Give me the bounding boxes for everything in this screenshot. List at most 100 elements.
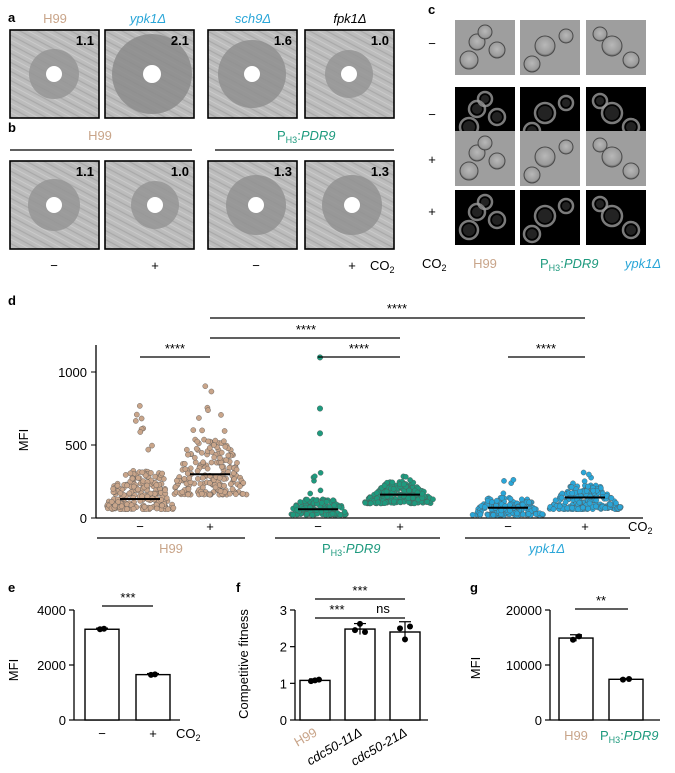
mfi-point: [613, 500, 619, 506]
plate-b1-ratio: 1.1: [76, 164, 94, 179]
mfi-point: [118, 503, 125, 510]
mfi-point: [202, 383, 209, 390]
mfi-point: [208, 459, 215, 466]
panel-g-yticks: 0 10000 20000: [506, 603, 550, 728]
mfi-point: [558, 494, 565, 501]
panel-g: g MFI 0 10000 20000 ** H99 PH3:PDR9: [468, 580, 660, 745]
mfi-point: [318, 499, 325, 506]
mfi-point: [196, 415, 202, 421]
mfi-point: [147, 504, 154, 511]
mfi-point: [341, 509, 348, 515]
mfi-point: [607, 501, 614, 508]
mfi-point: [519, 496, 525, 503]
plate-b3-co2: −: [252, 258, 260, 273]
plate-b4-ratio: 1.3: [371, 164, 389, 179]
mfi-point: [581, 478, 588, 485]
plate-b4: 1.3: [304, 160, 395, 250]
mfi-point: [185, 451, 191, 458]
mfi-point: [124, 482, 130, 489]
mfi-point: [182, 466, 189, 473]
panel-d-x-plus-2: +: [396, 519, 404, 534]
mfi-point: [576, 499, 583, 506]
plate-a4-ratio: 1.0: [371, 33, 389, 48]
mfi-point: [130, 505, 137, 512]
plate-b2: 1.0: [104, 160, 195, 250]
mfi-point: [232, 491, 239, 498]
mfi-point: [170, 505, 177, 511]
panel-e-xcat-1: +: [149, 726, 157, 741]
mfi-point: [402, 473, 409, 480]
mfi-point: [507, 495, 514, 502]
panel-b: b H99 PH3:PDR9 1.1 1.0 1.3 1.3: [8, 120, 395, 275]
mfi-point: [240, 480, 247, 486]
micrograph-r4-c1: [455, 190, 515, 245]
panel-d-ytick-1000: 1000: [58, 365, 87, 380]
mfi-point: [137, 429, 144, 435]
mfi-point: [198, 490, 205, 497]
mfi-point: [206, 480, 213, 486]
mfi-point: [129, 475, 136, 482]
mfi-point: [593, 503, 599, 510]
col-label-ypk1: ypk1Δ: [624, 256, 661, 271]
plate-a2-strain: ypk1Δ: [129, 11, 166, 26]
mfi-point: [577, 488, 583, 495]
ytick-label: 3: [280, 603, 287, 618]
plate-b2-ratio: 1.0: [171, 164, 189, 179]
mfi-point: [219, 463, 225, 470]
panel-e: e MFI 0 2000 4000 *** − + CO2: [6, 580, 201, 743]
micrograph-r3-c1: [455, 131, 515, 186]
bar: [608, 678, 644, 721]
panel-c-co2-label: CO2: [422, 256, 447, 273]
mfi-point: [525, 511, 532, 517]
mfi-point: [323, 498, 330, 505]
ytick-label: 2000: [37, 658, 66, 673]
panel-e-ylabel: MFI: [6, 659, 21, 681]
mfi-point: [309, 512, 316, 518]
ytick-label: 0: [535, 713, 542, 728]
mfi-point: [152, 473, 158, 480]
ytick-label: 0: [59, 713, 66, 728]
mfi-point: [526, 499, 532, 506]
mfi-point: [330, 497, 336, 504]
micrograph-r1-c2: [520, 20, 580, 75]
mfi-point: [199, 427, 205, 434]
mfi-point: [304, 511, 310, 517]
mfi-point: [148, 470, 154, 476]
panel-e-xcat-0: −: [98, 726, 106, 741]
mfi-point: [381, 500, 388, 507]
mfi-point: [562, 499, 569, 506]
micrograph-r3-c3: [586, 131, 646, 186]
bar: [84, 628, 120, 721]
panel-e-bars: [84, 625, 171, 721]
mfi-point: [510, 476, 517, 483]
panel-d-group-pdr9: PH3:PDR9: [322, 541, 381, 558]
plate-a1-ratio: 1.1: [76, 33, 94, 48]
mfi-point: [149, 442, 155, 449]
mfi-point: [419, 490, 426, 497]
panel-f-ylabel: Competitive fitness: [236, 609, 251, 719]
mfi-point: [141, 503, 148, 510]
mfi-point: [211, 442, 217, 448]
replicate-point: [626, 676, 632, 683]
mfi-point: [564, 505, 571, 512]
mfi-point: [430, 496, 436, 503]
mfi-point: [193, 445, 200, 452]
mfi-point: [117, 490, 124, 497]
sig-h99: ****: [165, 341, 185, 356]
mfi-point: [329, 510, 336, 517]
panel-b-letter: b: [8, 120, 16, 135]
mfi-point: [139, 469, 146, 476]
panel-d-co2-label: CO2: [628, 519, 653, 536]
mfi-point: [317, 430, 324, 437]
mfi-point: [135, 475, 141, 481]
plate-a3-strain: sch9Δ: [235, 11, 271, 26]
mfi-point: [482, 504, 488, 510]
plate-b3-ratio: 1.3: [274, 164, 292, 179]
panel-d-points: [104, 354, 624, 518]
ytick-label: 4000: [37, 603, 66, 618]
panel-d-ylabel: MFI: [16, 429, 31, 451]
micrograph-r3-c2: [520, 131, 580, 186]
mfi-point: [469, 512, 476, 518]
replicate-point: [316, 676, 322, 683]
group-label-pdr9: PH3:PDR9: [277, 128, 336, 145]
